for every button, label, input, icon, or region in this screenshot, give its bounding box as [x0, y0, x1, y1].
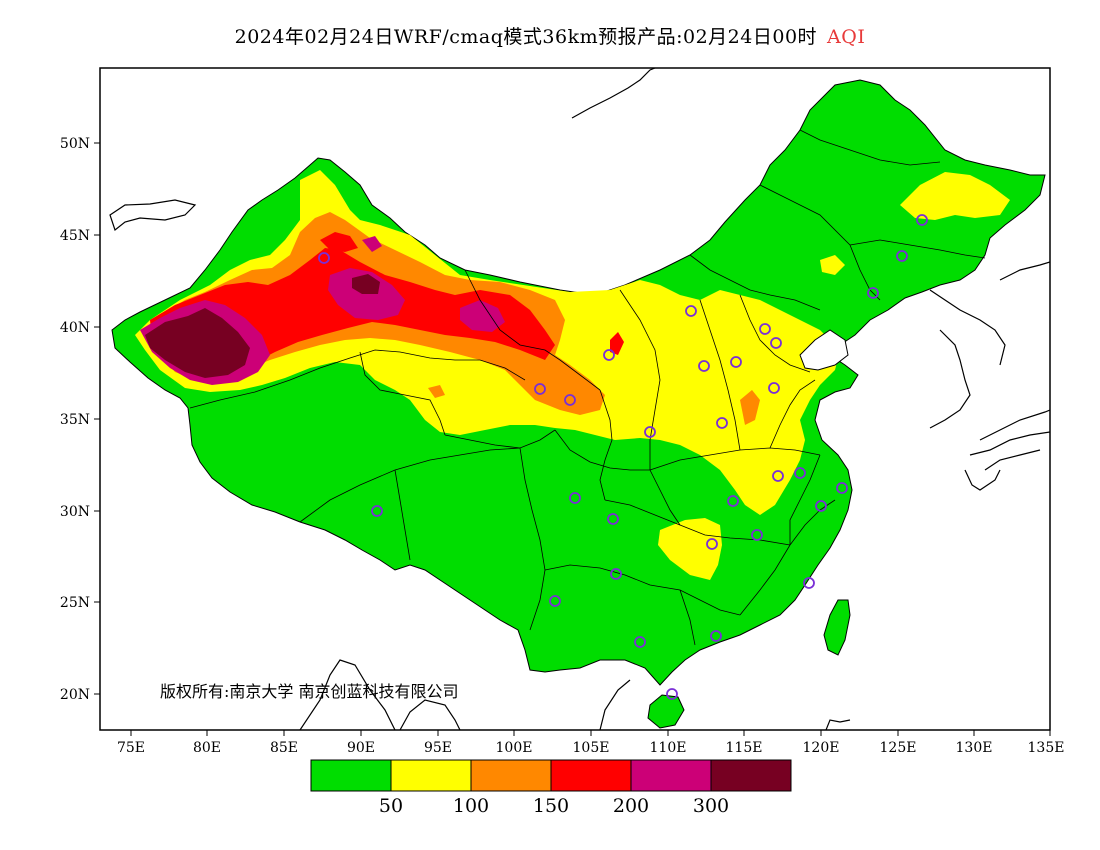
city-marker	[698, 360, 710, 372]
city-marker	[644, 426, 656, 438]
lat-tick-label: 45N	[60, 228, 90, 244]
legend-swatch-yellow	[390, 759, 472, 792]
city-marker	[730, 356, 742, 368]
lon-tick-label: 125E	[880, 740, 917, 756]
lat-tick-label: 30N	[60, 504, 90, 520]
title-main: 2024年02月24日WRF/cmaq模式36km预报产品:02月24日00时	[234, 26, 818, 48]
legend-swatch-maroon	[710, 759, 792, 792]
city-marker	[751, 529, 763, 541]
city-marker	[770, 337, 782, 349]
city-marker	[534, 383, 546, 395]
lon-tick-labels: 75E 80E 85E 90E 95E 100E 105E 110E 115E …	[117, 740, 1065, 756]
map-area: 版权所有:南京大学 南京创蓝科技有限公司	[100, 68, 1050, 730]
city-marker	[803, 577, 815, 589]
lon-tick-label: 100E	[496, 740, 533, 756]
lat-tick-labels: 20N 25N 30N 35N 40N 45N 50N	[60, 136, 90, 703]
lat-tick-label: 50N	[60, 136, 90, 152]
lat-tick-label: 35N	[60, 412, 90, 428]
legend-swatch-red	[550, 759, 632, 792]
city-marker	[727, 495, 739, 507]
city-marker	[634, 636, 646, 648]
neighbour-coastlines	[109, 68, 1050, 730]
city-marker	[564, 394, 576, 406]
title-variable: AQI	[827, 26, 866, 48]
city-marker	[772, 470, 784, 482]
lon-tick-label: 85E	[270, 740, 298, 756]
city-marker	[666, 688, 678, 700]
city-marker	[710, 630, 722, 642]
city-marker	[896, 250, 908, 262]
lon-tick-label: 90E	[347, 740, 375, 756]
lat-tick-marks	[94, 142, 100, 695]
lon-tick-label: 115E	[726, 740, 763, 756]
lon-tick-marks	[130, 730, 1051, 736]
legend-swatch-green	[310, 759, 392, 792]
lon-tick-label: 120E	[803, 740, 840, 756]
city-markers	[318, 214, 928, 700]
legend-label: 150	[533, 795, 569, 817]
city-marker	[371, 505, 383, 517]
lon-tick-label: 75E	[117, 740, 145, 756]
lat-tick-label: 20N	[60, 687, 90, 703]
province-boundaries	[189, 129, 986, 646]
city-marker	[603, 349, 615, 361]
legend-swatch-orange	[470, 759, 552, 792]
city-marker	[867, 287, 879, 299]
map-title: 2024年02月24日WRF/cmaq模式36km预报产品:02月24日00时 A…	[0, 22, 1100, 49]
legend-label: 300	[693, 795, 729, 817]
city-marker	[706, 538, 718, 550]
city-marker	[794, 467, 806, 479]
hainan-island	[647, 694, 685, 729]
city-marker	[569, 492, 581, 504]
bohai-sea	[799, 329, 849, 371]
lon-tick-label: 130E	[956, 740, 993, 756]
aqi-legend: 50 100 150 200 300	[310, 759, 792, 817]
lon-tick-label: 95E	[424, 740, 452, 756]
legend-swatch-purple	[630, 759, 712, 792]
map-frame	[99, 67, 1051, 731]
copyright-text: 版权所有:南京大学 南京创蓝科技有限公司	[160, 682, 458, 701]
city-marker	[815, 500, 827, 512]
legend-label: 50	[379, 795, 403, 817]
lat-tick-label: 25N	[60, 595, 90, 611]
city-marker	[759, 323, 771, 335]
city-marker	[549, 595, 561, 607]
city-marker	[685, 305, 697, 317]
lat-tick-label: 40N	[60, 320, 90, 336]
city-marker	[768, 382, 780, 394]
lon-tick-label: 135E	[1028, 740, 1065, 756]
city-marker	[716, 417, 728, 429]
legend-label: 100	[453, 795, 489, 817]
city-marker	[607, 513, 619, 525]
city-marker	[916, 214, 928, 226]
legend-label: 200	[613, 795, 649, 817]
lon-tick-label: 105E	[573, 740, 610, 756]
city-marker	[610, 568, 622, 580]
taiwan-island	[823, 599, 851, 656]
lon-tick-label: 80E	[193, 740, 221, 756]
lon-tick-label: 110E	[650, 740, 687, 756]
aqi-level-maroon	[145, 274, 380, 378]
city-marker	[318, 252, 330, 264]
city-marker	[836, 482, 848, 494]
